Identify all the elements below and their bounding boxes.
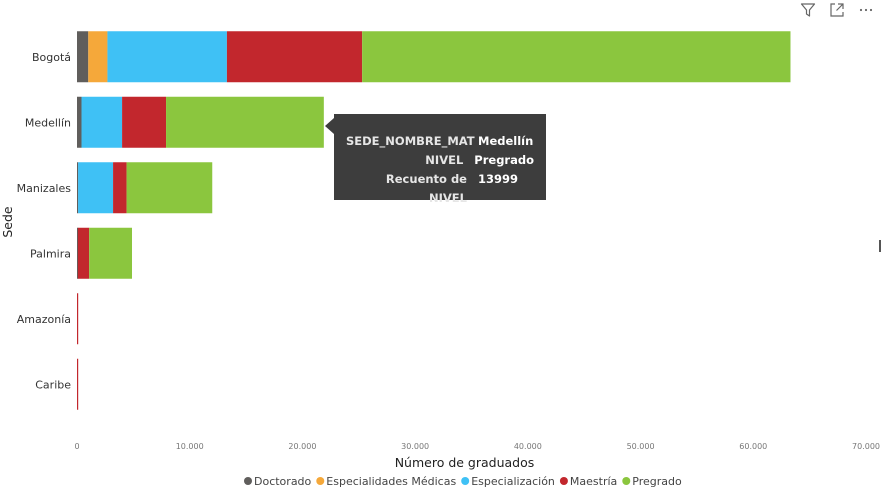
focus-mode-icon[interactable] — [827, 0, 847, 20]
bar-segment — [81, 96, 123, 148]
bar-segment — [78, 162, 114, 214]
bar-segment — [126, 162, 213, 214]
x-tick-label: 50.000 — [627, 442, 655, 451]
bar-segment — [77, 293, 79, 345]
bar-segment — [77, 227, 79, 279]
visual-toolbar — [798, 0, 876, 20]
bar-segment — [113, 162, 127, 214]
legend-label: Especialidades Médicas — [326, 475, 456, 488]
bar-segment — [77, 162, 79, 214]
x-tick-label: 40.000 — [514, 442, 542, 451]
legend-marker — [461, 477, 470, 485]
bar-segment — [77, 96, 82, 148]
filter-icon[interactable] — [798, 0, 818, 20]
bar-segment — [77, 358, 79, 410]
bar-segment — [88, 31, 108, 83]
legend-label: Maestría — [570, 475, 617, 488]
x-axis-title: Número de graduados — [395, 455, 535, 470]
tooltip-value: 13999 — [478, 172, 519, 186]
legend-marker — [559, 477, 568, 485]
y-tick-label: Manizales — [17, 182, 72, 195]
legend-label: Doctorado — [254, 475, 312, 488]
x-tick-label: 10.000 — [176, 442, 204, 451]
x-tick-label: 30.000 — [401, 442, 429, 451]
tooltip-key: Recuento de NIVEL — [385, 172, 467, 205]
tooltip-key: NIVEL — [425, 153, 464, 167]
x-tick-label: 60.000 — [739, 442, 767, 451]
y-axis-title: Sede — [0, 206, 15, 238]
tooltip-row: NIVEL Pregrado — [346, 151, 534, 170]
legend-label: Pregrado — [632, 475, 682, 488]
bar-segment — [226, 31, 363, 83]
y-tick-label: Amazonía — [17, 313, 71, 326]
tooltip-value: Medellín — [478, 134, 534, 148]
tooltip-key: SEDE_NOMBRE_MAT — [346, 134, 475, 148]
y-tick-label: Medellín — [25, 116, 71, 129]
legend-label: Especialización — [471, 475, 555, 488]
bar-segment — [166, 96, 324, 148]
bar-segment — [89, 227, 133, 279]
tooltip-row: SEDE_NOMBRE_MAT Medellín — [346, 132, 534, 151]
x-tick-label: 70.000 — [852, 442, 880, 451]
legend-marker — [244, 477, 252, 485]
y-tick-label: Bogotá — [32, 51, 71, 64]
y-tick-label: Palmira — [30, 247, 71, 260]
legend-marker — [622, 477, 631, 485]
bar-segment — [77, 227, 90, 279]
tooltip-row: Recuento de NIVEL 13999 — [346, 170, 534, 208]
y-tick-label: Caribe — [35, 378, 71, 391]
x-tick-label: 0 — [74, 442, 79, 451]
legend-marker — [316, 477, 325, 485]
bar-segment — [107, 31, 227, 83]
x-tick-label: 20.000 — [288, 442, 316, 451]
more-options-icon[interactable] — [856, 0, 876, 20]
scrollbar-handle[interactable] — [879, 240, 881, 252]
bar-segment — [122, 96, 167, 148]
tooltip-value: Pregrado — [474, 153, 534, 167]
tooltip: SEDE_NOMBRE_MAT Medellín NIVEL Pregrado … — [325, 114, 546, 205]
bar-segment — [77, 31, 89, 83]
bar-segment — [362, 31, 791, 83]
